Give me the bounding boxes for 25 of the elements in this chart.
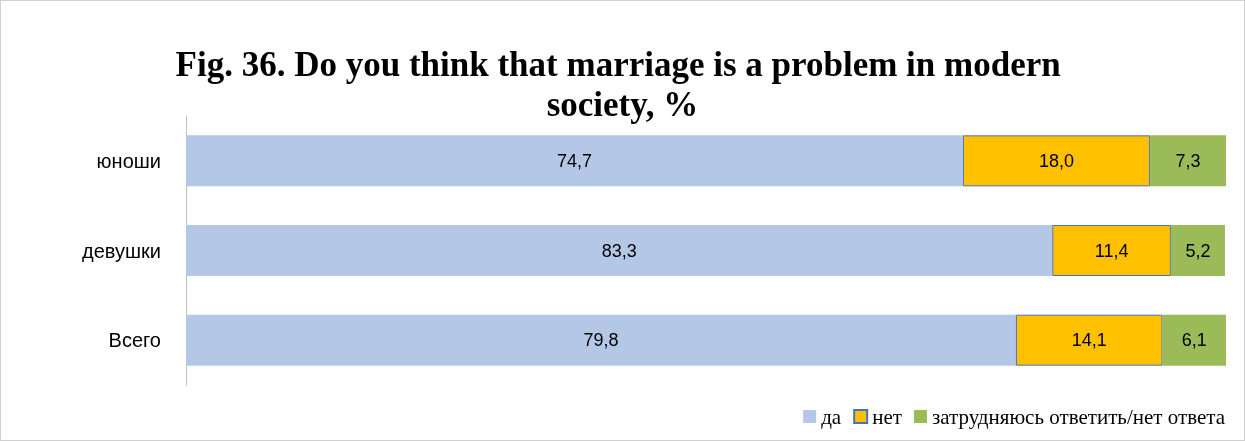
bar xyxy=(1162,314,1226,366)
bar xyxy=(1150,135,1226,187)
legend-label: да xyxy=(821,404,842,429)
bar xyxy=(186,225,1053,276)
bar xyxy=(1015,314,1163,366)
y-tick-label: девушки xyxy=(82,239,161,262)
data-label: 79,8 xyxy=(583,330,619,351)
data-label: 83,3 xyxy=(601,240,637,261)
legend-label: нет xyxy=(872,404,902,429)
data-label: 14,1 xyxy=(1071,330,1107,351)
bar xyxy=(1170,225,1225,276)
bar xyxy=(1052,225,1171,276)
legend-label: затрудняюсь ответить/нет ответа xyxy=(931,404,1226,429)
data-label: 7,3 xyxy=(1175,150,1201,171)
bar xyxy=(186,314,1016,366)
chart-title: Fig. 36. Do you think that marriage is a problem in modern society, % xyxy=(175,44,1070,124)
bar xyxy=(962,135,1151,187)
data-label: 18,0 xyxy=(1038,150,1074,171)
y-tick-label: юноши xyxy=(96,149,161,172)
data-label: 11,4 xyxy=(1094,240,1129,261)
data-label: 5,2 xyxy=(1185,240,1211,261)
y-tick-label: Всего xyxy=(108,329,161,352)
data-label: 6,1 xyxy=(1181,330,1207,351)
data-label: 74,7 xyxy=(556,150,592,171)
bar xyxy=(186,135,963,187)
